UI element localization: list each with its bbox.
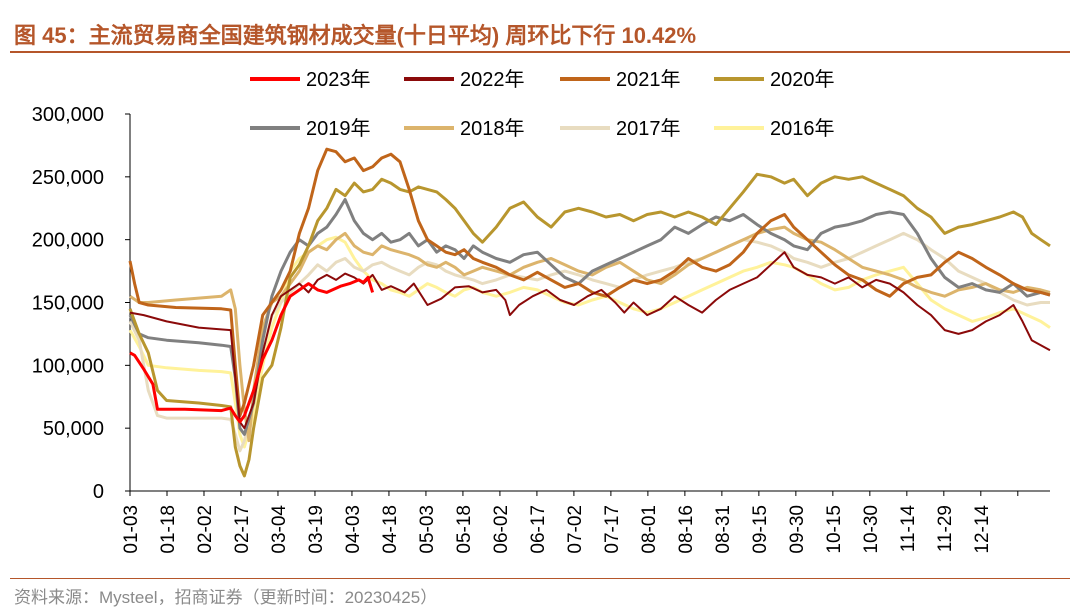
legend-label: 2016年 (770, 117, 835, 140)
y-tick-label: 200,000 (32, 230, 104, 252)
x-tick-label: 11-29 (935, 505, 956, 552)
x-tick-label: 08-31 (713, 505, 734, 554)
title-rule (10, 51, 1070, 53)
x-tick-label: 01-18 (158, 505, 179, 554)
x-tick-label: 01-03 (121, 505, 142, 554)
x-tick-label: 06-17 (528, 505, 549, 554)
x-tick-label: 09-15 (750, 505, 771, 554)
x-tick-label: 09-30 (787, 505, 808, 554)
series-line-2016年 (128, 235, 1051, 449)
x-tick-label: 06-02 (491, 505, 512, 554)
legend-label: 2018年 (460, 117, 525, 140)
legend-label: 2020年 (770, 68, 835, 91)
x-tick-label: 03-04 (269, 505, 290, 554)
source-note: 资料来源：Mysteel，招商证券（更新时间：20230425） (14, 588, 438, 607)
y-tick-label: 50,000 (43, 418, 104, 440)
x-tick-label: 07-17 (602, 505, 623, 554)
axes: 0 50,000 100,000 150,000 200,000 250,000 300,0… (32, 104, 1050, 554)
x-tick-label: 02-02 (195, 505, 216, 554)
x-tick-label: 12-14 (972, 505, 993, 554)
x-tick-label: 05-18 (454, 505, 475, 554)
legend-label: 2017年 (616, 117, 681, 140)
x-tick-label: 10-30 (861, 505, 882, 554)
series-line-2019年 (128, 198, 1051, 436)
x-tick-label: 05-03 (417, 505, 438, 554)
x-tick-label: 04-03 (343, 505, 364, 554)
y-tick-label: 0 (93, 481, 104, 503)
footer-rule (10, 578, 1070, 579)
y-tick-label: 300,000 (32, 104, 104, 126)
x-tick-label: 11-14 (898, 505, 919, 553)
x-tick-label: 02-17 (232, 505, 253, 554)
chart-title: 图 45：主流贸易商全国建筑钢材成交量(十日平均) 周环比下行 10.42% (14, 23, 697, 48)
y-tick-label: 250,000 (32, 167, 104, 189)
x-tick-label: 03-19 (306, 505, 327, 554)
legend-label: 2022年 (460, 68, 525, 91)
series-line-2020年 (128, 172, 1051, 478)
series-line-2022年 (129, 251, 1051, 430)
series-line-2021年 (128, 147, 1051, 418)
legend-label: 2019年 (306, 117, 371, 140)
series-line-2023年 (129, 275, 375, 424)
series-lines (128, 147, 1051, 478)
y-tick-label: 100,000 (32, 355, 104, 377)
x-tick-label: 08-16 (676, 505, 697, 554)
legend: 2023年 2022年 2021年 2020年 2019年 2018年 2017年 2016年 (250, 68, 835, 140)
y-tick-label: 150,000 (32, 293, 104, 315)
x-tick-label: 08-01 (639, 505, 660, 554)
x-tick-label: 07-02 (565, 505, 586, 554)
legend-label: 2021年 (616, 68, 681, 91)
legend-label: 2023年 (306, 68, 371, 91)
x-tick-label: 04-18 (380, 505, 401, 554)
x-tick-label: 10-15 (824, 505, 845, 554)
